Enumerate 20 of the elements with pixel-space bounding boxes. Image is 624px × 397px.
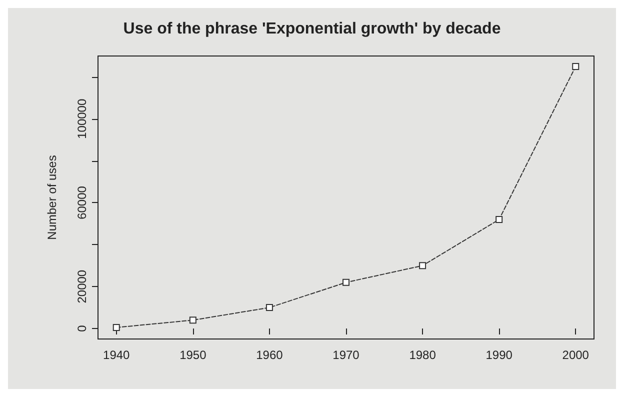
x-tick-label: 1950 (180, 348, 207, 362)
y-axis-title: Number of uses (45, 155, 59, 240)
y-tick-label: 60000 (75, 186, 89, 220)
point (419, 262, 426, 270)
y-tick-label: 20000 (75, 270, 89, 304)
x-tick-label: 1980 (409, 348, 436, 362)
y-tick-label: 100000 (75, 98, 89, 139)
chart-title: Use of the phrase 'Exponential growth' by decade (123, 20, 501, 38)
point (266, 304, 273, 312)
x-tick-label: 1960 (256, 348, 284, 362)
y-tick-label: 0 (75, 324, 89, 332)
point (496, 216, 503, 224)
x-tick-label: 1970 (332, 348, 360, 362)
x-tick-label: 1990 (486, 348, 513, 362)
point (189, 316, 196, 324)
point (572, 62, 580, 70)
x-tick-label: 2000 (562, 348, 590, 362)
point (342, 278, 350, 286)
x-tick-label: 1940 (103, 348, 130, 362)
point (112, 324, 120, 331)
